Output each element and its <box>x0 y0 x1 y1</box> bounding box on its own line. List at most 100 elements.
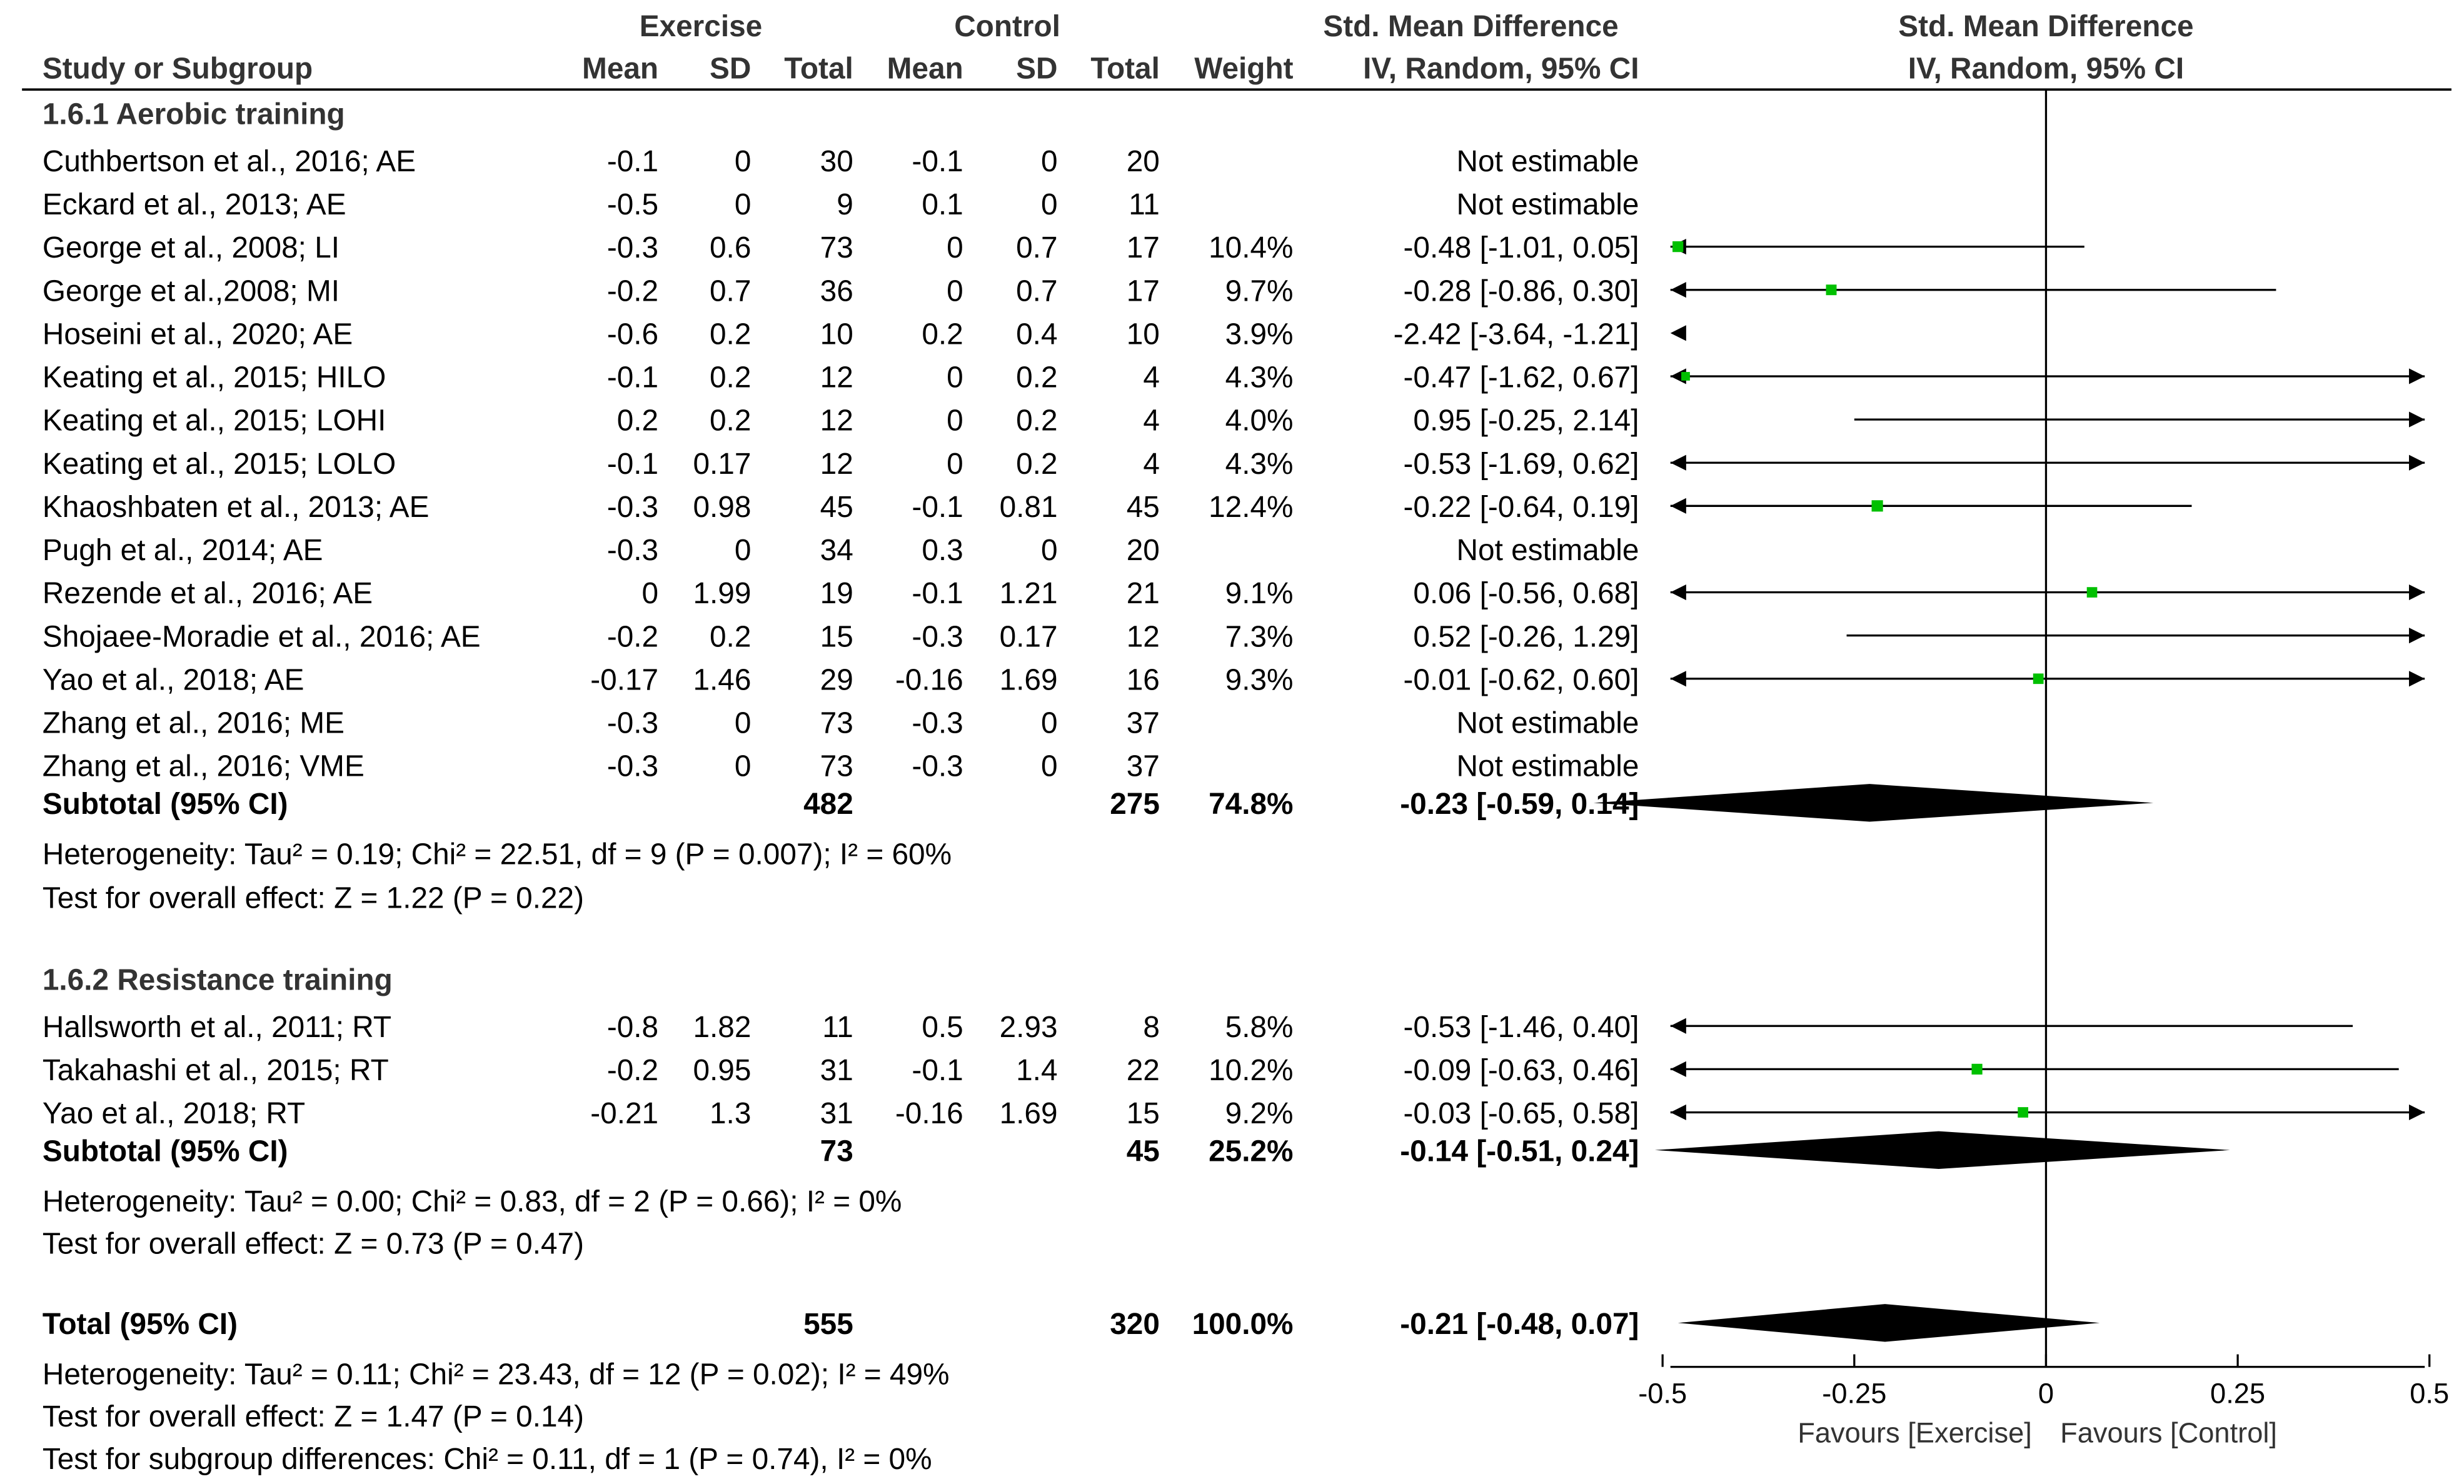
subtotal-total-control: 45 <box>1127 1135 1160 1168</box>
total-control: 4 <box>1143 361 1160 394</box>
sd-control: 0 <box>1041 534 1058 567</box>
smd-ci-text: Not estimable <box>1457 145 1639 178</box>
weight: 9.3% <box>1225 663 1294 696</box>
sd-control: 2.93 <box>1000 1011 1058 1044</box>
weight: 7.3% <box>1225 620 1294 653</box>
total-control: 10 <box>1127 318 1160 351</box>
total-weight: 100.0% <box>1192 1308 1294 1341</box>
study-name: Khaoshbaten et al., 2013; AE <box>43 491 430 524</box>
mean-exercise: -0.17 <box>590 663 658 696</box>
total-control: 16 <box>1127 663 1160 696</box>
subtotal-total-exercise: 482 <box>803 788 853 821</box>
mean-exercise: -0.1 <box>607 361 658 394</box>
sd-exercise: 0.2 <box>710 404 751 438</box>
total-exercise: 29 <box>820 663 853 696</box>
point-estimate <box>2086 587 2098 598</box>
smd-ci-text: -0.48 [-1.01, 0.05] <box>1404 231 1639 264</box>
header-weight: Weight <box>1194 53 1293 86</box>
mean-control: -0.3 <box>912 707 963 740</box>
point-estimate <box>2033 673 2044 684</box>
weight: 9.7% <box>1225 274 1294 308</box>
mean-exercise: -0.21 <box>590 1097 658 1130</box>
total-exercise: 9 <box>837 188 853 221</box>
sd-control: 0.81 <box>1000 491 1058 524</box>
total-control: 45 <box>1127 491 1160 524</box>
total-control: 12 <box>1127 620 1160 653</box>
total-control: 20 <box>1127 145 1160 178</box>
sd-control: 0 <box>1041 188 1058 221</box>
header-total-c: Total <box>1090 53 1160 86</box>
smd-ci-text: -0.01 [-0.62, 0.60] <box>1404 663 1639 696</box>
smd-ci-text: Not estimable <box>1457 750 1639 783</box>
ci-arrow-right <box>2409 411 2425 428</box>
mean-exercise: -0.3 <box>607 750 658 783</box>
x-tick-label: -0.5 <box>1638 1377 1687 1409</box>
total-control: 11 <box>1129 188 1160 221</box>
study-name: Pugh et al., 2014; AE <box>43 534 323 567</box>
header-sd-c: SD <box>1016 53 1057 86</box>
subgroup-differences-text: Test for subgroup differences: Chi² = 0.… <box>43 1443 932 1476</box>
mean-control: -0.1 <box>912 1054 963 1087</box>
sd-control: 0.2 <box>1016 448 1057 481</box>
total-overall-effect-text: Test for overall effect: Z = 1.47 (P = 0… <box>43 1400 584 1433</box>
weight: 4.0% <box>1225 404 1294 438</box>
subtotal-label: Subtotal (95% CI) <box>43 788 288 821</box>
total-control: 21 <box>1127 577 1160 610</box>
total-total-exercise: 555 <box>803 1308 853 1341</box>
smd-ci-text: -0.03 [-0.65, 0.58] <box>1404 1097 1639 1130</box>
subtotal-weight: 74.8% <box>1209 788 1293 821</box>
sd-exercise: 0 <box>735 534 752 567</box>
ci-arrow-right <box>2409 454 2425 471</box>
mean-exercise: -0.2 <box>607 620 658 653</box>
smd-ci-text: -0.53 [-1.69, 0.62] <box>1404 448 1639 481</box>
header-smd-plot: Std. Mean Difference <box>1898 10 2193 43</box>
mean-exercise: -0.3 <box>607 534 658 567</box>
mean-control: 0.5 <box>922 1011 963 1044</box>
total-exercise: 19 <box>820 577 853 610</box>
total-control: 15 <box>1127 1097 1160 1130</box>
study-name: Hallsworth et al., 2011; RT <box>43 1011 391 1044</box>
study-name: Rezende et al., 2016; AE <box>43 577 373 610</box>
subtotal-diamond <box>1654 1131 2230 1169</box>
header-mean-e: Mean <box>582 53 658 86</box>
x-tick-label: 0 <box>2038 1377 2054 1409</box>
header-mean-c: Mean <box>887 53 963 86</box>
sd-control: 1.4 <box>1016 1054 1057 1087</box>
header-smd-text: Std. Mean Difference <box>1323 10 1618 43</box>
mean-control: 0.2 <box>922 318 963 351</box>
sd-control: 1.69 <box>1000 1097 1058 1130</box>
total-control: 37 <box>1127 750 1160 783</box>
sd-control: 0.2 <box>1016 361 1057 394</box>
point-estimate <box>1672 241 1684 253</box>
study-name: Zhang et al., 2016; VME <box>43 750 365 783</box>
header-exercise: Exercise <box>640 10 762 43</box>
ci-arrow-left <box>1670 584 1686 601</box>
overall-effect-text: Test for overall effect: Z = 0.73 (P = 0… <box>43 1228 584 1261</box>
sd-exercise: 0 <box>735 145 752 178</box>
ci-arrow-left <box>1670 454 1686 471</box>
total-heterogeneity-text: Heterogeneity: Tau² = 0.11; Chi² = 23.43… <box>43 1358 950 1391</box>
total-exercise: 15 <box>820 620 853 653</box>
total-control: 17 <box>1127 231 1160 264</box>
mean-control: -0.16 <box>895 663 963 696</box>
total-control: 37 <box>1127 707 1160 740</box>
mean-control: 0.3 <box>922 534 963 567</box>
mean-exercise: -0.2 <box>607 274 658 308</box>
sd-exercise: 0 <box>735 188 752 221</box>
header-method-text: IV, Random, 95% CI <box>1363 53 1639 86</box>
smd-ci-text: -0.53 [-1.46, 0.40] <box>1404 1011 1639 1044</box>
total-exercise: 10 <box>820 318 853 351</box>
study-name: Keating et al., 2015; LOHI <box>43 404 386 438</box>
study-name: Zhang et al., 2016; ME <box>43 707 344 740</box>
mean-exercise: -0.5 <box>607 188 658 221</box>
smd-ci-text: 0.06 [-0.56, 0.68] <box>1413 577 1639 610</box>
mean-control: 0 <box>947 274 963 308</box>
sd-exercise: 1.46 <box>693 663 751 696</box>
mean-exercise: -0.3 <box>607 707 658 740</box>
total-exercise: 45 <box>820 491 853 524</box>
subgroup-title: 1.6.2 Resistance training <box>43 963 393 996</box>
point-estimate <box>1826 284 1837 296</box>
sd-control: 0.7 <box>1016 231 1057 264</box>
mean-exercise: 0.2 <box>617 404 658 438</box>
